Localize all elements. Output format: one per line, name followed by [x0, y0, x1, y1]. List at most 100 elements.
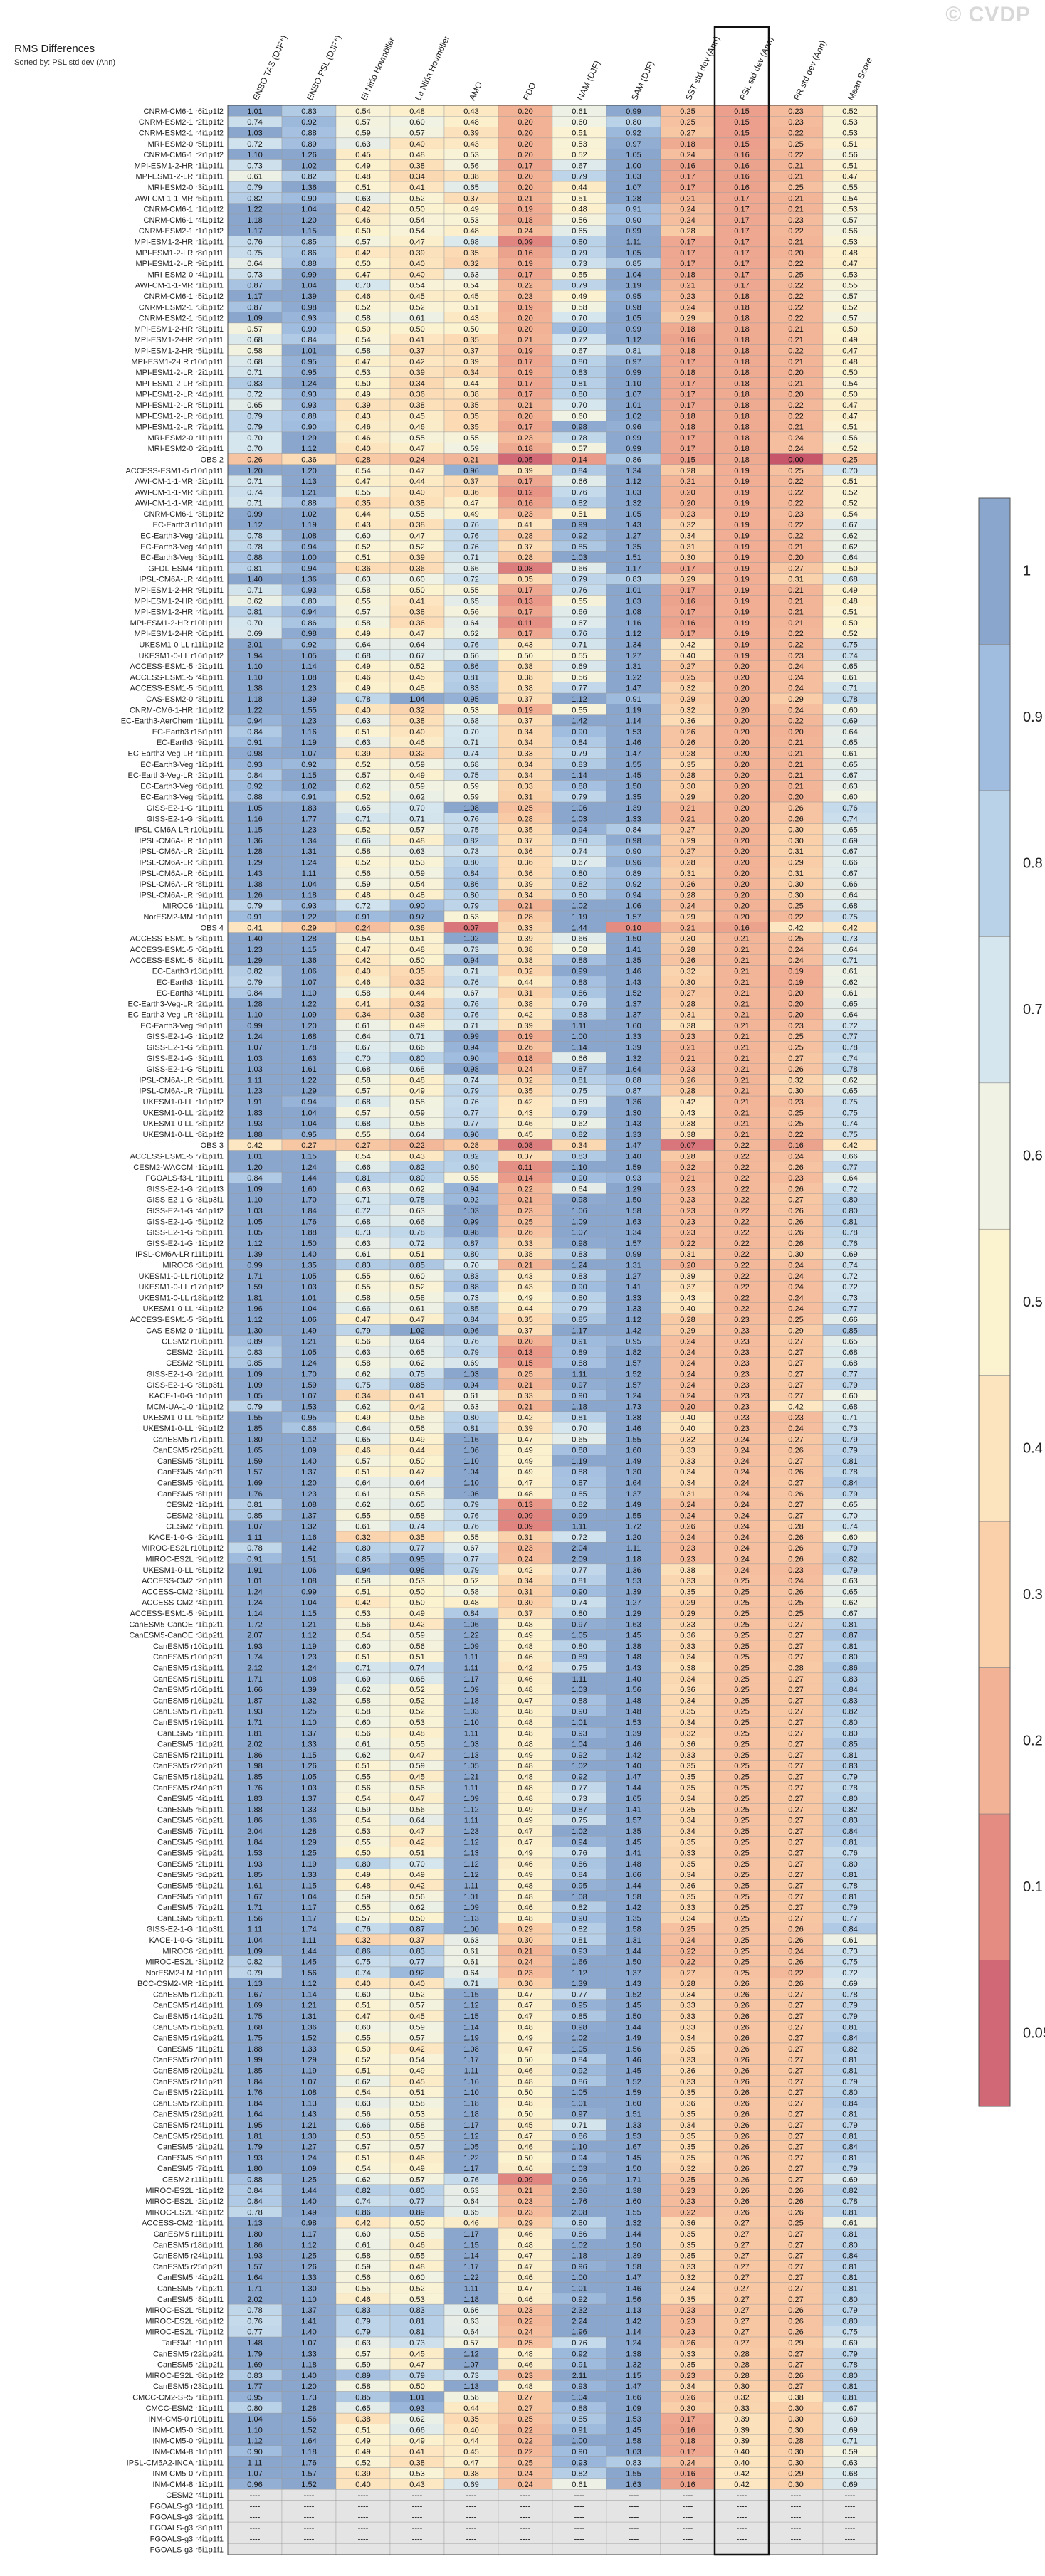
cell-value: 0.85 — [626, 260, 641, 268]
row-label: IPSL-CM6A-LR r6i1p1f1 — [139, 870, 224, 878]
cell-value: 0.62 — [355, 1501, 370, 1509]
cell-value: 1.24 — [247, 1033, 262, 1041]
cell-value: 0.19 — [518, 347, 532, 355]
cell-value: 0.25 — [734, 1773, 749, 1781]
cell-value: 0.80 — [572, 238, 587, 247]
cell-value: 0.38 — [409, 608, 424, 617]
cell-value: 0.25 — [734, 1729, 749, 1738]
cell-value: 0.92 — [301, 761, 316, 769]
cell-value: 1.50 — [626, 935, 641, 944]
cell-value: 0.25 — [734, 1947, 749, 1955]
cell-value: 0.51 — [355, 1588, 370, 1596]
cell-value: 0.59 — [355, 1893, 370, 1901]
cell-value: 1.10 — [247, 663, 262, 671]
cell-value: 0.54 — [409, 227, 424, 236]
cell-value: 0.79 — [842, 2002, 857, 2010]
cell-value: 0.76 — [572, 488, 587, 497]
cell-value: 0.57 — [355, 608, 370, 617]
row-label: ACCESS-ESM1-5 r8i1p1f1 — [130, 956, 224, 965]
cell-value: 0.21 — [734, 989, 749, 998]
row-label: CanESM5 r5i1p1f1 — [157, 1805, 224, 1814]
cell-value: 1.41 — [626, 946, 641, 954]
cell-value: 1.19 — [572, 1457, 587, 1466]
cell-value: 0.45 — [355, 151, 370, 159]
cell-value: 0.62 — [409, 1185, 424, 1193]
cell-value: 0.51 — [842, 477, 857, 486]
cell-value: 0.17 — [680, 249, 695, 258]
cell-value: 0.98 — [301, 303, 316, 312]
cell-value: 1.11 — [464, 1729, 479, 1738]
cell-value: 1.29 — [626, 1185, 641, 1193]
cell-value: 0.22 — [788, 227, 803, 236]
cell-value: 0.71 — [463, 1980, 478, 1988]
cell-value: 0.25 — [788, 1599, 803, 1608]
cell-value: 1.02 — [301, 782, 316, 791]
cell-value: 0.36 — [409, 924, 424, 932]
cell-value: 0.27 — [788, 2154, 803, 2163]
cell-value: 0.91 — [301, 793, 316, 802]
cell-value: 0.50 — [355, 2045, 370, 2054]
cell-value: 0.51 — [355, 1468, 370, 1477]
cell-value: 0.48 — [842, 597, 857, 606]
cell-value: 0.20 — [734, 870, 749, 878]
cell-value: 0.65 — [572, 227, 587, 236]
cell-value: 0.85 — [409, 1261, 424, 1269]
cell-value: 0.81 — [842, 1457, 857, 1466]
cell-value: 1.52 — [626, 1990, 641, 1999]
cell-value: 1.53 — [626, 1577, 641, 1585]
cell-value: 1.05 — [572, 2089, 587, 2097]
cell-value: 0.46 — [355, 673, 370, 682]
cell-value: 0.90 — [463, 1055, 478, 1063]
cell-value: 0.50 — [518, 2111, 532, 2119]
cell-value: 0.25 — [734, 1860, 749, 1869]
cell-value: 0.55 — [355, 1838, 370, 1847]
cell-value: 0.20 — [734, 782, 749, 791]
cell-value: 0.21 — [734, 946, 749, 954]
cell-value: 0.64 — [409, 1338, 424, 1346]
cell-value: 0.55 — [463, 434, 478, 443]
cell-value: 0.45 — [409, 412, 424, 421]
cell-value: 0.19 — [734, 652, 749, 660]
cell-value: 0.79 — [842, 1566, 857, 1575]
row-label: MPI-ESM1-2-HR r5i1p1f1 — [135, 347, 224, 355]
cell-value: 1.15 — [301, 227, 316, 236]
row-label: MPI-ESM1-2-HR r1i1p1f1 — [135, 238, 224, 247]
cell-value: 0.68 — [463, 238, 478, 247]
cell-value: 0.82 — [463, 1153, 478, 1161]
cell-value: 0.86 — [301, 619, 316, 628]
cell-value: 0.78 — [247, 1544, 262, 1553]
cell-value: 0.81 — [842, 2263, 857, 2271]
cell-value: 0.80 — [572, 358, 587, 366]
row-label: CanESM5 r24i1p1f1 — [153, 2252, 224, 2261]
row-label: IPSL-CM6A-LR r4i1p1f1 — [139, 576, 224, 584]
cell-value: 1.14 — [463, 2023, 478, 2032]
cell-value: 0.27 — [788, 1457, 803, 1466]
cell-value: 0.79 — [355, 1326, 370, 1335]
cell-value: 0.67 — [842, 521, 857, 529]
cell-value: 0.35 — [680, 761, 695, 769]
cell-value: 0.40 — [355, 1980, 370, 1988]
cell-value: 1.57 — [247, 2263, 262, 2271]
cell-value: 0.49 — [409, 1435, 424, 1444]
cell-value: 0.20 — [518, 184, 532, 192]
cell-value: 0.21 — [788, 761, 803, 769]
cell-value: 0.53 — [842, 130, 857, 138]
cell-value: 0.17 — [734, 206, 749, 214]
cell-value: 0.20 — [518, 130, 532, 138]
cell-value: 0.19 — [734, 619, 749, 628]
cell-value: 0.26 — [734, 2132, 749, 2140]
cell-value: 0.24 — [734, 1544, 749, 1553]
cell-value: 0.63 — [463, 1403, 478, 1411]
cell-value: 0.88 — [247, 554, 262, 562]
cell-value: 0.92 — [572, 532, 587, 541]
cell-value: 0.61 — [842, 967, 857, 976]
cell-value: 0.90 — [301, 423, 316, 432]
cell-value: 1.12 — [247, 1240, 262, 1248]
cell-value: 1.22 — [626, 673, 641, 682]
cell-value: 0.99 — [572, 1511, 587, 1520]
cell-value: 0.27 — [788, 1359, 803, 1368]
cell-value: 0.20 — [788, 554, 803, 562]
cell-value: 1.15 — [301, 1610, 316, 1618]
cell-value: 1.84 — [247, 2078, 262, 2086]
cell-value: 0.70 — [355, 282, 370, 290]
